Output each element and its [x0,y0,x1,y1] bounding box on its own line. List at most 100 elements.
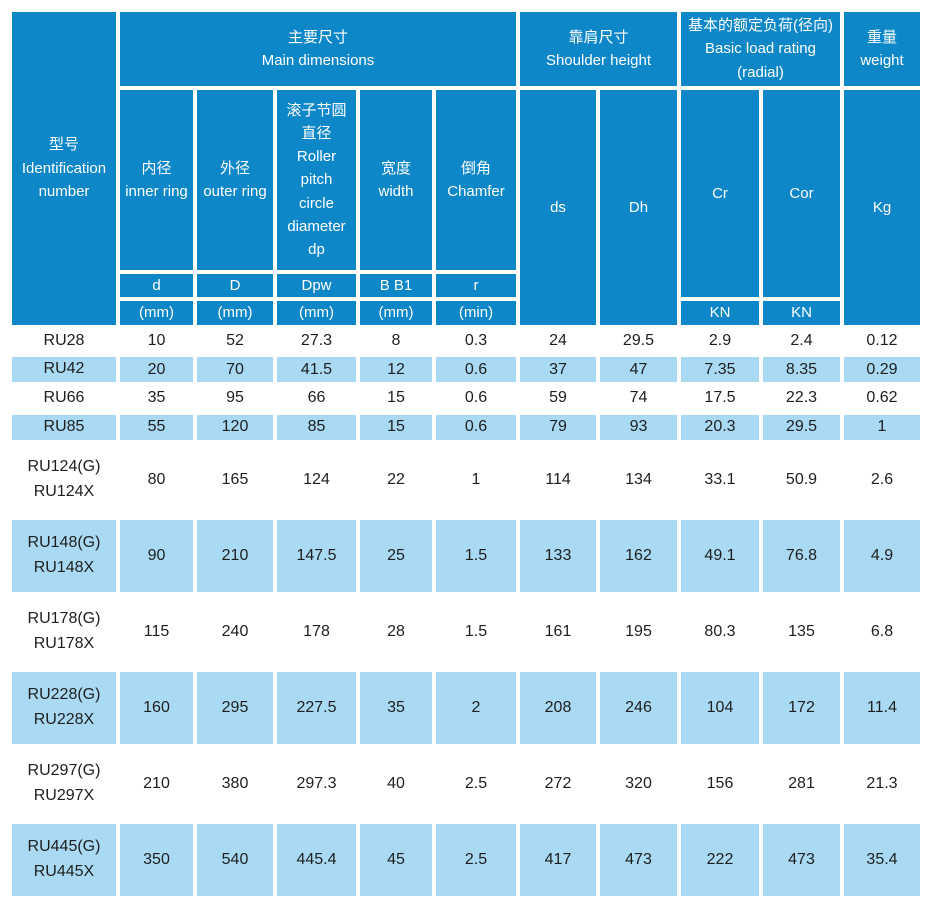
value-cell: 29.5 [600,328,677,354]
value-cell: 161 [520,595,596,668]
value-cell: 222 [681,823,759,896]
bearing-spec-table: 型号 Identification number 主要尺寸 Main dimen… [8,8,924,900]
value-cell: 165 [197,443,273,516]
value-cell: 2.6 [844,443,920,516]
value-cell: 15 [360,414,432,440]
value-cell: 540 [197,823,273,896]
value-cell: 1.5 [436,595,516,668]
value-cell: 297.3 [277,747,356,820]
value-cell: 8.35 [763,357,840,383]
value-cell: 227.5 [277,671,356,744]
symbol-d: d [120,274,193,298]
value-cell: 147.5 [277,519,356,592]
model-cell: RU228(G) RU228X [12,671,116,744]
value-cell: 80 [120,443,193,516]
identification-label-en: Identification number [21,159,107,200]
value-cell: 133 [520,519,596,592]
value-cell: 22.3 [763,386,840,411]
chamfer-label-en: Chamfer [447,183,505,200]
unit-r-min: (min) [436,301,516,325]
value-cell: 4.9 [844,519,920,592]
value-cell: 210 [120,747,193,820]
value-cell: 12 [360,357,432,383]
value-cell: 10 [120,328,193,354]
col-header-ds: ds [520,90,596,325]
model-cell: RU66 [12,386,116,411]
value-cell: 66 [277,386,356,411]
value-cell: 380 [197,747,273,820]
value-cell: 2.5 [436,747,516,820]
col-header-inner-ring: 内径 inner ring [120,90,193,270]
value-cell: 28 [360,595,432,668]
model-cell: RU42 [12,357,116,383]
table-row-RU178: RU178(G) RU178X 115 240 178 28 1.5 161 1… [12,595,920,668]
value-cell: 15 [360,386,432,411]
value-cell: 37 [520,357,596,383]
col-header-Cor: Cor [763,90,840,298]
model-cell: RU85 [12,414,116,440]
weight-label-en: weight [860,52,904,69]
value-cell: 0.3 [436,328,516,354]
col-header-width: 宽度 width [360,90,432,270]
weight-label-cn: 重量 [866,28,897,46]
value-cell: 281 [763,747,840,820]
value-cell: 104 [681,671,759,744]
value-cell: 178 [277,595,356,668]
value-cell: 240 [197,595,273,668]
table-row-RU148: RU148(G) RU148X 90 210 147.5 25 1.5 133 … [12,519,920,592]
value-cell: 47 [600,357,677,383]
value-cell: 27.3 [277,328,356,354]
value-cell: 95 [197,386,273,411]
basic-load-rating-label-cn: 基本的额定负荷(径向) [688,17,833,35]
table-row-RU297: RU297(G) RU297X 210 380 297.3 40 2.5 272… [12,747,920,820]
value-cell: 445.4 [277,823,356,896]
width-label-en: width [378,183,414,200]
value-cell: 22 [360,443,432,516]
table-row-RU28: RU28 10 52 27.3 8 0.3 24 29.5 2.9 2.4 0.… [12,328,920,354]
value-cell: 85 [277,414,356,440]
table-row-RU228: RU228(G) RU228X 160 295 227.5 35 2 208 2… [12,671,920,744]
outer-ring-label-cn: 外径 [219,159,250,177]
value-cell: 1.5 [436,519,516,592]
col-header-Kg: Kg [844,90,920,325]
outer-ring-label-en: outer ring [203,183,267,200]
value-cell: 208 [520,671,596,744]
value-cell: 74 [600,386,677,411]
value-cell: 417 [520,823,596,896]
identification-label-cn: 型号 [48,136,79,154]
value-cell: 24 [520,328,596,354]
group-header-shoulder-height: 靠肩尺寸 Shoulder height [520,12,677,86]
main-dimensions-label-en: Main dimensions [261,52,375,69]
value-cell: 70 [197,357,273,383]
value-cell: 35 [360,671,432,744]
unit-Cr-KN: KN [681,301,759,325]
value-cell: 49.1 [681,519,759,592]
value-cell: 80.3 [681,595,759,668]
roller-pitch-label-cn: 滚子节圆直径 [286,101,347,142]
value-cell: 11.4 [844,671,920,744]
value-cell: 0.6 [436,357,516,383]
value-cell: 40 [360,747,432,820]
value-cell: 2 [436,671,516,744]
value-cell: 172 [763,671,840,744]
col-header-outer-ring: 外径 outer ring [197,90,273,270]
value-cell: 90 [120,519,193,592]
value-cell: 0.6 [436,414,516,440]
value-cell: 246 [600,671,677,744]
shoulder-height-label-cn: 靠肩尺寸 [568,28,629,46]
main-dimensions-label-cn: 主要尺寸 [287,28,348,46]
symbol-Dpw: Dpw [277,274,356,298]
value-cell: 115 [120,595,193,668]
value-cell: 120 [197,414,273,440]
table-row-RU85: RU85 55 120 85 15 0.6 79 93 20.3 29.5 1 [12,414,920,440]
value-cell: 2.9 [681,328,759,354]
col-header-identification: 型号 Identification number [12,12,116,325]
value-cell: 35 [120,386,193,411]
inner-ring-label-cn: 内径 [141,159,172,177]
value-cell: 50.9 [763,443,840,516]
value-cell: 320 [600,747,677,820]
value-cell: 17.5 [681,386,759,411]
value-cell: 272 [520,747,596,820]
table-row-RU66: RU66 35 95 66 15 0.6 59 74 17.5 22.3 0.6… [12,386,920,411]
value-cell: 41.5 [277,357,356,383]
